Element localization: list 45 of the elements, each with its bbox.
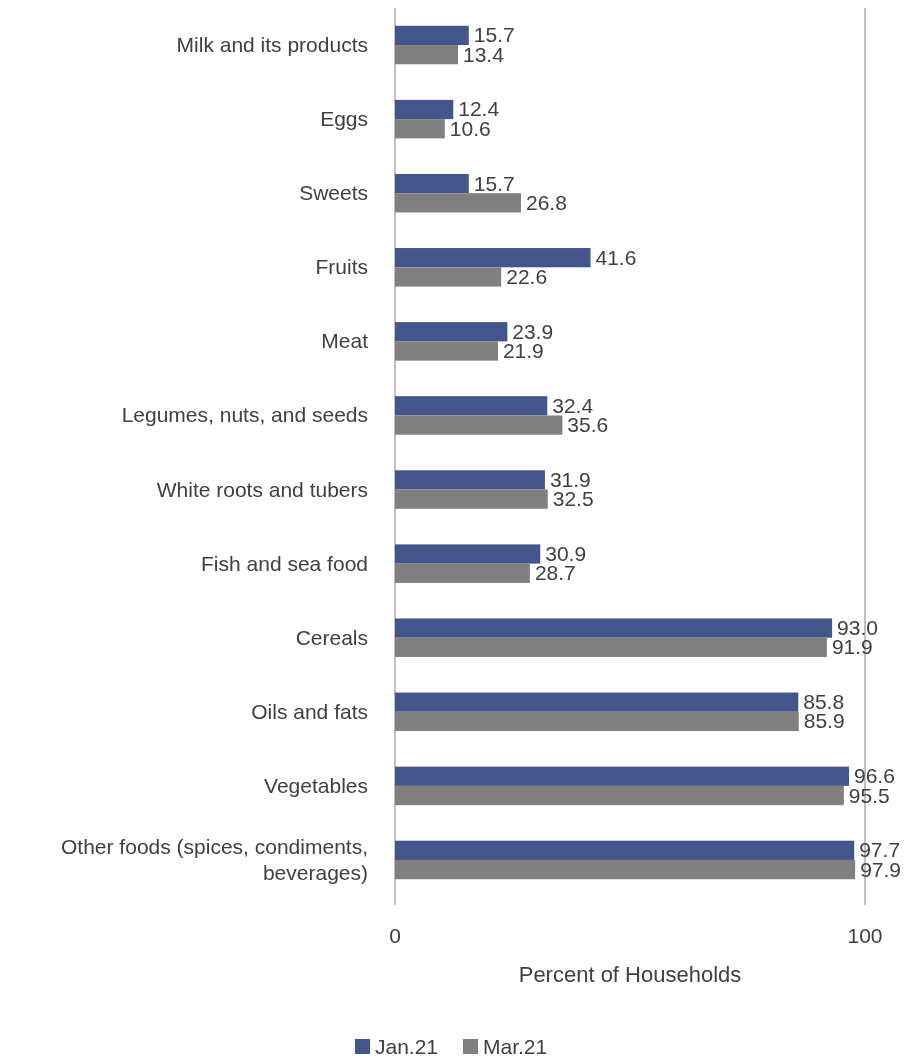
bar (395, 637, 827, 657)
bar (395, 119, 445, 139)
data-label: 41.6 (595, 245, 637, 269)
legend-label: Mar.21 (483, 1035, 548, 1058)
bar (395, 840, 855, 860)
bar (395, 859, 856, 880)
y-tick-label: Eggs (320, 107, 368, 131)
y-tick-label: Milk and its products (176, 33, 368, 57)
x-tick-label: 100 (847, 924, 883, 947)
y-tick-label: Oils and fats (251, 699, 368, 723)
y-tick-label: Other foods (spices, condiments, beverages) (61, 834, 368, 884)
data-label: 26.8 (525, 190, 567, 214)
bar (395, 267, 502, 287)
bar (395, 45, 458, 65)
bar (395, 415, 563, 435)
bar (395, 396, 548, 416)
bar (395, 544, 541, 564)
x-axis-title: Percent of Households (518, 962, 742, 987)
bar (395, 785, 844, 806)
data-label: 22.6 (506, 264, 548, 288)
y-tick-label: White roots and tubers (156, 477, 368, 501)
bar (395, 618, 833, 638)
y-tick-label: Legumes, nuts, and seeds (121, 403, 368, 427)
bar (395, 248, 591, 268)
legend-label: Jan.21 (375, 1035, 439, 1058)
bar (395, 563, 530, 583)
bar (395, 193, 521, 213)
bar (395, 692, 799, 712)
bar (395, 322, 508, 342)
bar (395, 99, 454, 120)
bar (395, 341, 498, 361)
bar (395, 711, 799, 732)
x-tick-label: 0 (389, 924, 401, 947)
y-tick-label: Meat (321, 329, 369, 353)
y-tick-label: Fruits (315, 255, 368, 279)
bar (395, 25, 469, 46)
bar (395, 489, 548, 509)
bar (395, 173, 469, 194)
bar (395, 470, 545, 490)
y-tick-label: Fish and sea food (201, 551, 368, 575)
y-tick-label: Vegetables (264, 773, 368, 797)
y-tick-label: Sweets (299, 181, 368, 205)
y-tick-label: Cereals (295, 625, 368, 649)
data-label: 15.7 (473, 171, 515, 195)
bar (395, 766, 850, 786)
